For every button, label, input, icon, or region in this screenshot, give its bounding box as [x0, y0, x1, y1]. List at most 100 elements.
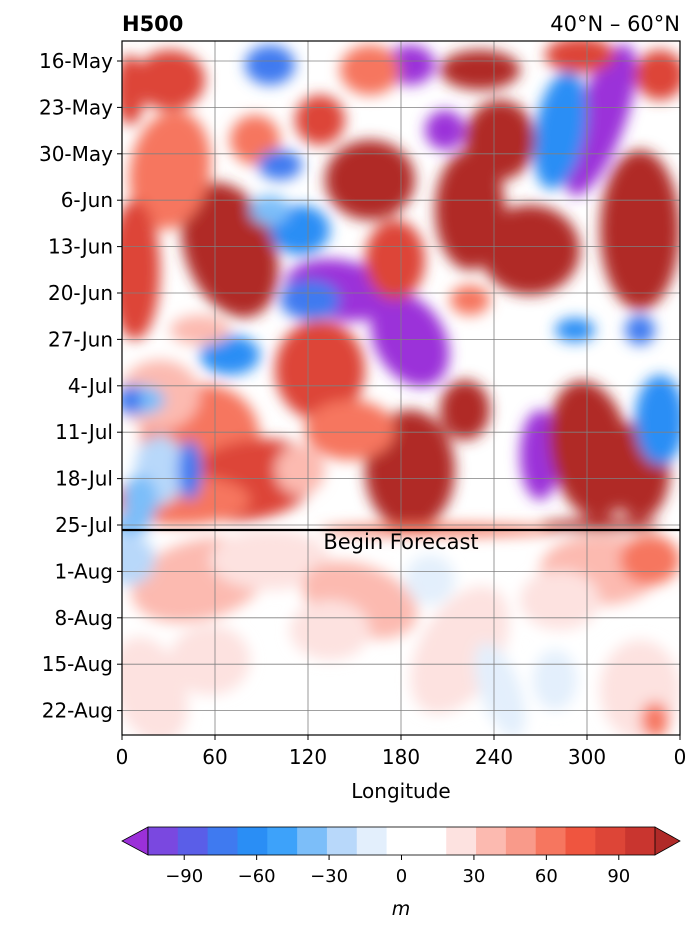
y-tick-label: 25-Jul	[55, 513, 113, 537]
field-region	[325, 140, 415, 220]
field-region	[533, 650, 577, 710]
field-region	[533, 70, 587, 190]
field-region	[135, 50, 205, 110]
colorbar-segment	[177, 827, 209, 855]
colorbar-segment	[237, 827, 268, 855]
field-region	[122, 200, 160, 340]
field-region	[625, 315, 655, 345]
colorbar-segment	[326, 827, 358, 855]
field-region	[620, 535, 680, 585]
anomaly-field	[122, 41, 680, 735]
field-region	[122, 636, 188, 735]
chart-title-left: H500	[122, 12, 183, 36]
x-tick-label: 180	[382, 745, 420, 769]
colorbar-extend-high	[654, 826, 681, 856]
field-region	[210, 530, 330, 590]
field-region	[122, 55, 145, 125]
field-region	[474, 642, 526, 735]
y-tick-label: 13-Jun	[48, 235, 113, 259]
field-region	[340, 45, 400, 95]
colorbar-tick-label: 90	[607, 866, 630, 887]
field-region	[280, 280, 340, 320]
y-tick-label: 23-May	[39, 95, 113, 119]
field-region	[275, 320, 365, 420]
colorbar-tick-label: 30	[462, 866, 485, 887]
colorbar-segment	[416, 827, 447, 855]
colorbar-segment	[535, 827, 567, 855]
x-axis: 0 60 120 180 240 300 0	[116, 735, 687, 769]
grid-lines	[122, 41, 680, 735]
field-region	[480, 205, 580, 295]
x-tick-label: 60	[202, 745, 227, 769]
field-region	[370, 293, 450, 387]
colorbar: −90 −60 −30 0 30 60 90	[121, 826, 681, 887]
colorbar-segment	[207, 827, 238, 855]
x-axis-label: Longitude	[351, 779, 450, 803]
colorbar-segment	[148, 827, 179, 855]
x-tick-label: 240	[475, 745, 513, 769]
forecast-label: Begin Forecast	[323, 530, 478, 554]
x-tick-label: 0	[116, 745, 129, 769]
colorbar-tick-label: −90	[165, 866, 203, 887]
field-region	[548, 380, 632, 520]
field-region	[520, 570, 600, 630]
chart-title-right: 40°N – 60°N	[550, 12, 680, 36]
colorbar-tick-label: 0	[396, 866, 407, 887]
field-region	[635, 375, 680, 465]
field-region	[250, 195, 290, 225]
colorbar-extend-low	[121, 826, 149, 856]
field-region	[245, 45, 295, 85]
field-region	[230, 115, 280, 165]
field-region	[440, 380, 490, 440]
y-tick-label: 20-Jun	[48, 281, 113, 305]
field-region	[465, 100, 535, 180]
x-tick-label: 0	[674, 745, 687, 769]
field-region	[122, 385, 142, 415]
y-tick-label: 30-May	[39, 142, 113, 166]
colorbar-segment	[446, 827, 477, 855]
field-region	[178, 440, 202, 500]
field-region	[635, 50, 680, 100]
field-region	[122, 475, 158, 525]
colorbar-segment	[505, 827, 537, 855]
y-tick-label: 11-Jul	[55, 420, 113, 444]
y-tick-label: 1-Aug	[54, 559, 113, 583]
field-region	[555, 318, 595, 342]
colorbar-label: m	[392, 898, 411, 920]
colorbar-segment	[476, 827, 507, 855]
field-region	[600, 150, 680, 310]
field-region	[545, 41, 615, 73]
y-axis: 16-May 23-May 30-May 6-Jun 13-Jun 20-Jun 27-Ju…	[39, 49, 122, 723]
field-region	[450, 285, 490, 315]
field-region	[170, 315, 230, 345]
colorbar-tick-label: 60	[535, 866, 558, 887]
colorbar-segment	[386, 827, 417, 855]
y-tick-label: 16-May	[39, 49, 113, 73]
y-tick-label: 22-Aug	[42, 699, 113, 723]
colorbar-segment	[565, 827, 596, 855]
colorbar-segment	[297, 827, 328, 855]
colorbar-segment	[267, 827, 298, 855]
x-tick-label: 300	[568, 745, 606, 769]
field-region	[405, 555, 455, 605]
field-region	[295, 95, 345, 145]
field-region	[290, 600, 370, 660]
field-region	[129, 110, 211, 230]
colorbar-tick-label: −30	[310, 866, 348, 887]
field-region	[563, 44, 637, 196]
y-tick-label: 4-Jul	[68, 374, 113, 398]
field-region	[440, 50, 520, 90]
field-region	[275, 445, 325, 495]
y-tick-label: 15-Aug	[42, 652, 113, 676]
field-blobs	[122, 41, 680, 735]
x-tick-label: 120	[289, 745, 327, 769]
field-region	[425, 110, 465, 150]
y-tick-label: 18-Jul	[55, 467, 113, 491]
y-tick-label: 6-Jun	[61, 188, 113, 212]
colorbar-segment	[595, 827, 626, 855]
y-tick-label: 27-Jun	[48, 327, 113, 351]
field-region	[305, 400, 395, 460]
field-region	[258, 150, 302, 180]
colorbar-segment	[356, 827, 388, 855]
